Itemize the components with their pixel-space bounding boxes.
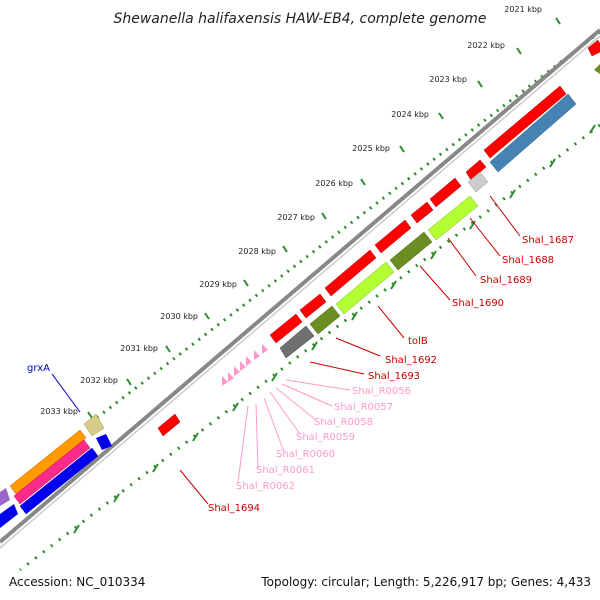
gene-label-shal-1692: Shal_1692: [385, 355, 437, 366]
gene-label-shal-r0058: Shal_R0058: [314, 417, 373, 428]
gene-label-shal-1689: Shal_1689: [480, 275, 532, 286]
tick-label: 2028 kbp: [238, 247, 276, 256]
magenta-feature: [13, 439, 91, 505]
tick-label: 2032 kbp: [80, 376, 118, 385]
gene-label-shal-1687: Shal_1687: [522, 235, 574, 246]
gc-dark-band: [309, 305, 341, 335]
gene-label-shal-1690: Shal_1690: [452, 298, 504, 309]
khaki-feature: [83, 413, 105, 437]
blue-edge-feature: [0, 504, 18, 528]
tick-label: 2027 kbp: [277, 213, 315, 222]
forward-cds-blocks: [157, 39, 600, 437]
gene-label-tolB: tolB: [408, 336, 428, 347]
outer-dotted-track: [93, 30, 600, 422]
blue-feature: [489, 93, 577, 173]
outer-tick-marks: [87, 17, 561, 419]
tick-label: 2031 kbp: [120, 344, 158, 353]
inner-tick-marks: [73, 124, 596, 534]
cds-block: [299, 293, 327, 319]
gene-label-shal-r0056: Shal_R0056: [352, 386, 411, 397]
trna-marker: [228, 372, 234, 382]
tick-label: 2022 kbp: [467, 41, 505, 50]
gene-label-shal-1688: Shal_1688: [502, 255, 554, 266]
gene-label-shal-r0057: Shal_R0057: [334, 402, 393, 413]
trna-leader-lines: [237, 379, 351, 483]
tick-label: 2023 kbp: [429, 75, 467, 84]
gray-feature: [467, 171, 489, 193]
inner-dotted-track: [19, 123, 600, 572]
cds-block: [374, 219, 412, 254]
trna-markers: [222, 344, 268, 386]
gene-label-grxA: grxA: [27, 363, 50, 374]
trna-marker: [240, 361, 246, 371]
cds-block: [410, 201, 434, 224]
gene-labels: Shal_1687 Shal_1688 Shal_1689 Shal_1690 …: [27, 235, 574, 514]
gray-dark-band: [279, 325, 315, 359]
cds-block: [269, 313, 303, 344]
gene-label-shal-r0060: Shal_R0060: [276, 449, 335, 460]
cds-block: [483, 85, 567, 159]
tick-label: 2025 kbp: [352, 144, 390, 153]
gene-label-shal-r0062: Shal_R0062: [236, 481, 295, 492]
blue-small-feature: [96, 434, 112, 450]
cds-block: [324, 249, 377, 297]
trna-marker: [222, 376, 228, 386]
tick-label: 2030 kbp: [160, 312, 198, 321]
tick-label: 2026 kbp: [315, 179, 353, 188]
trna-marker: [262, 344, 268, 354]
trna-marker: [234, 366, 240, 376]
cds-block: [157, 413, 181, 437]
blue-left-feature: [19, 447, 99, 515]
orange-feature: [9, 429, 87, 495]
gc-dark-band: [389, 231, 433, 271]
accession-text: Accession: NC_010334: [9, 575, 145, 589]
gc-light-band: [427, 195, 479, 241]
trna-marker: [254, 350, 260, 360]
gc-light-band: [335, 261, 395, 315]
cds-block: [429, 177, 462, 208]
tick-label: 2033 kbp: [40, 407, 78, 416]
gene-label-shal-r0059: Shal_R0059: [296, 432, 355, 443]
tick-label: 2029 kbp: [199, 280, 237, 289]
genome-backbone: [0, 28, 600, 544]
genome-backbone-inner: [0, 35, 600, 549]
cds-leader-lines: [179, 195, 521, 505]
gene-label-shal-1694: Shal_1694: [208, 503, 260, 514]
trna-marker: [246, 356, 252, 366]
cds-block: [587, 39, 600, 57]
tick-labels: 2021 kbp 2022 kbp 2023 kbp 2024 kbp 2025…: [40, 5, 542, 416]
grxA-leader-line: [51, 373, 81, 413]
gene-label-shal-r0061: Shal_R0061: [256, 465, 315, 476]
purple-edge-feature: [0, 488, 10, 506]
olive-edge-feature: [594, 64, 600, 74]
tick-label: 2024 kbp: [391, 110, 429, 119]
map-title: Shewanella halifaxensis HAW-EB4, complet…: [113, 11, 486, 27]
genome-summary-text: Topology: circular; Length: 5,226,917 bp…: [260, 575, 591, 589]
gene-label-shal-1693: Shal_1693: [368, 371, 420, 382]
tick-label: 2021 kbp: [504, 5, 542, 14]
